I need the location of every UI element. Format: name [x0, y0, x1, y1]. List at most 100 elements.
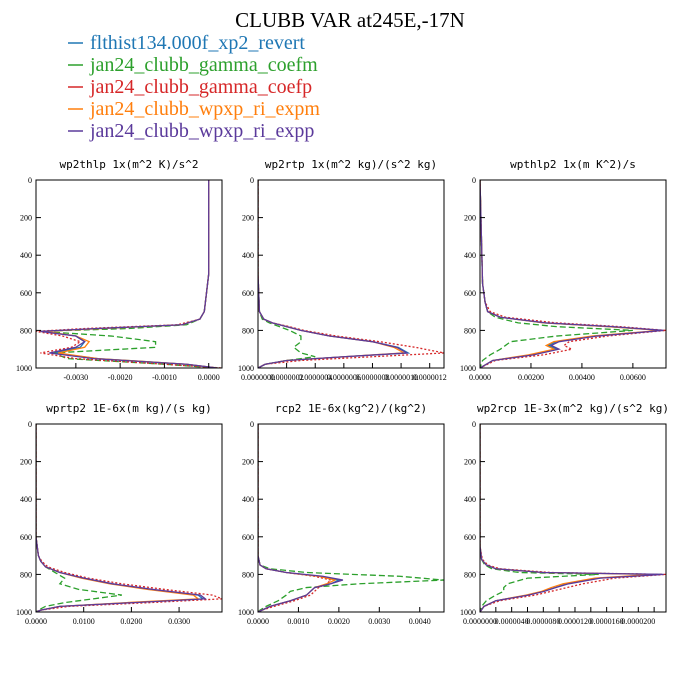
x-tick-label: 0.0000000 [241, 373, 275, 382]
y-tick-label: 800 [242, 570, 254, 579]
series-line-2 [258, 180, 316, 368]
panel-title: wp2rcp 1E-3x(m^2 kg)/(s^2 kg) [477, 402, 669, 415]
y-tick-label: 800 [20, 326, 32, 335]
legend-label-5: jan24_clubb_wpxp_ri_expp [89, 120, 314, 142]
figure-title: CLUBB VAR at245E,-17N [235, 8, 465, 32]
x-tick-label: 0.0040 [409, 617, 431, 626]
y-tick-label: 400 [20, 495, 32, 504]
series-line-3 [36, 180, 222, 368]
panel-6: wp2rcp 1E-3x(m^2 kg)/(s^2 kg)0 200 400 600 8… [460, 402, 669, 626]
series-line-5 [258, 180, 410, 368]
y-tick-label: 200 [20, 458, 32, 467]
plot-frame [479, 423, 667, 613]
x-tick-label: 0.0100 [73, 617, 95, 626]
panel-title: rcp2 1E-6x(kg^2)/(kg^2) [275, 402, 427, 415]
series-line-3 [258, 424, 333, 612]
x-tick-label: 0.0000012 [413, 373, 447, 382]
x-tick-label: 0.0000000 [463, 617, 497, 626]
legend-label-1: flthist134.000f_xp2_revert [90, 32, 305, 54]
x-tick-label: 0.0000010 [384, 373, 418, 382]
panel-title: wprtp2 1E-6x(m kg)/(s kg) [46, 402, 212, 415]
series-line-5 [480, 180, 664, 368]
y-tick-label: 600 [242, 289, 254, 298]
y-tick-label: 600 [20, 289, 32, 298]
y-tick-label: 1000 [238, 364, 254, 373]
y-tick-label: 600 [242, 533, 254, 542]
x-tick-label: 0.0000004 [298, 373, 332, 382]
y-tick-label: 200 [242, 458, 254, 467]
panel-title: wpthlp2 1x(m K^2)/s [510, 158, 636, 171]
y-tick-label: 0 [250, 176, 254, 185]
y-tick-label: 200 [464, 458, 476, 467]
panels: wp2thlp 1x(m^2 K)/s^2 0 200 400 600 800 1000 -0… [16, 158, 669, 626]
series-line-2 [36, 424, 122, 612]
series-line-4 [258, 180, 407, 368]
x-tick-label: 0.0000 [247, 617, 269, 626]
series-line-5 [40, 180, 218, 368]
plot-frame [35, 423, 223, 613]
y-tick-label: 200 [242, 214, 254, 223]
y-tick-label: 1000 [16, 608, 32, 617]
x-tick-label: 0.00400 [569, 373, 595, 382]
legend-label-3: jan24_clubb_gamma_coefp [89, 76, 312, 98]
y-tick-label: 1000 [460, 608, 476, 617]
y-tick-label: 200 [464, 214, 476, 223]
y-tick-label: 1000 [460, 364, 476, 373]
x-tick-label: 0.0000 [469, 373, 491, 382]
panel-4: wprtp2 1E-6x(m kg)/(s kg) 0 200 400 600 800 10… [16, 402, 223, 626]
y-tick-label: 1000 [238, 608, 254, 617]
x-tick-label: 0.0000008 [355, 373, 389, 382]
x-tick-label: 0.0000200 [621, 617, 655, 626]
x-tick-label: 0.0010 [287, 617, 309, 626]
y-tick-label: 400 [464, 495, 476, 504]
y-tick-label: 800 [464, 570, 476, 579]
series-line-5 [258, 424, 344, 612]
x-tick-label: 0.00600 [620, 373, 646, 382]
x-tick-label: -0.0010 [152, 373, 177, 382]
y-tick-label: 600 [464, 533, 476, 542]
panel-3: wpthlp2 1x(m K^2)/s020040060080010000.00… [460, 158, 667, 382]
x-tick-label: 0.0000006 [327, 373, 361, 382]
y-tick-label: 400 [20, 251, 32, 260]
series-line-4 [44, 180, 218, 368]
x-tick-label: 0.0000120 [558, 617, 592, 626]
x-tick-label: 0.0000002 [270, 373, 304, 382]
panel-5: rcp2 1E-6x(kg^2)/(kg^2) 0 200 400 600 800 1000… [238, 402, 445, 626]
y-tick-label: 0 [250, 420, 254, 429]
plot-frame [35, 179, 223, 369]
x-tick-label: 0.0000 [25, 617, 47, 626]
x-tick-label: -0.0030 [64, 373, 89, 382]
legend: flthist134.000f_xp2_revert jan24_clubb_ga… [68, 32, 320, 142]
y-tick-label: 400 [242, 251, 254, 260]
y-tick-label: 600 [20, 533, 32, 542]
series-line-1 [258, 180, 411, 368]
y-tick-label: 0 [472, 176, 476, 185]
y-tick-label: 1000 [16, 364, 32, 373]
x-tick-label: 0.0000 [198, 373, 220, 382]
y-tick-label: 400 [242, 495, 254, 504]
series-line-4 [258, 424, 337, 612]
x-tick-label: 0.0300 [168, 617, 190, 626]
y-tick-label: 400 [464, 251, 476, 260]
panel-1: wp2thlp 1x(m^2 K)/s^2 0 200 400 600 800 1000 -0… [16, 158, 223, 382]
y-tick-label: 800 [20, 570, 32, 579]
series-line-3 [36, 424, 222, 612]
y-tick-label: 800 [464, 326, 476, 335]
y-tick-label: 0 [28, 420, 32, 429]
series-line-3 [258, 180, 444, 368]
y-tick-label: 0 [472, 420, 476, 429]
plot-frame [257, 423, 445, 613]
y-tick-label: 200 [20, 214, 32, 223]
panel-2: wp2rtp 1x(m^2 kg)/(s^2 kg) 0 200 400 600 800 1… [238, 158, 447, 382]
x-tick-label: 0.0000080 [526, 617, 560, 626]
y-tick-label: 600 [464, 289, 476, 298]
series-line-5 [36, 424, 208, 612]
x-tick-label: 0.0020 [328, 617, 350, 626]
series-line-2 [258, 424, 444, 612]
plot-frame [479, 179, 667, 369]
series-line-2 [480, 180, 633, 368]
x-tick-label: 0.0200 [120, 617, 142, 626]
y-tick-label: 800 [242, 326, 254, 335]
x-tick-label: 0.0000160 [590, 617, 624, 626]
legend-label-4: jan24_clubb_wpxp_ri_expm [89, 98, 320, 120]
